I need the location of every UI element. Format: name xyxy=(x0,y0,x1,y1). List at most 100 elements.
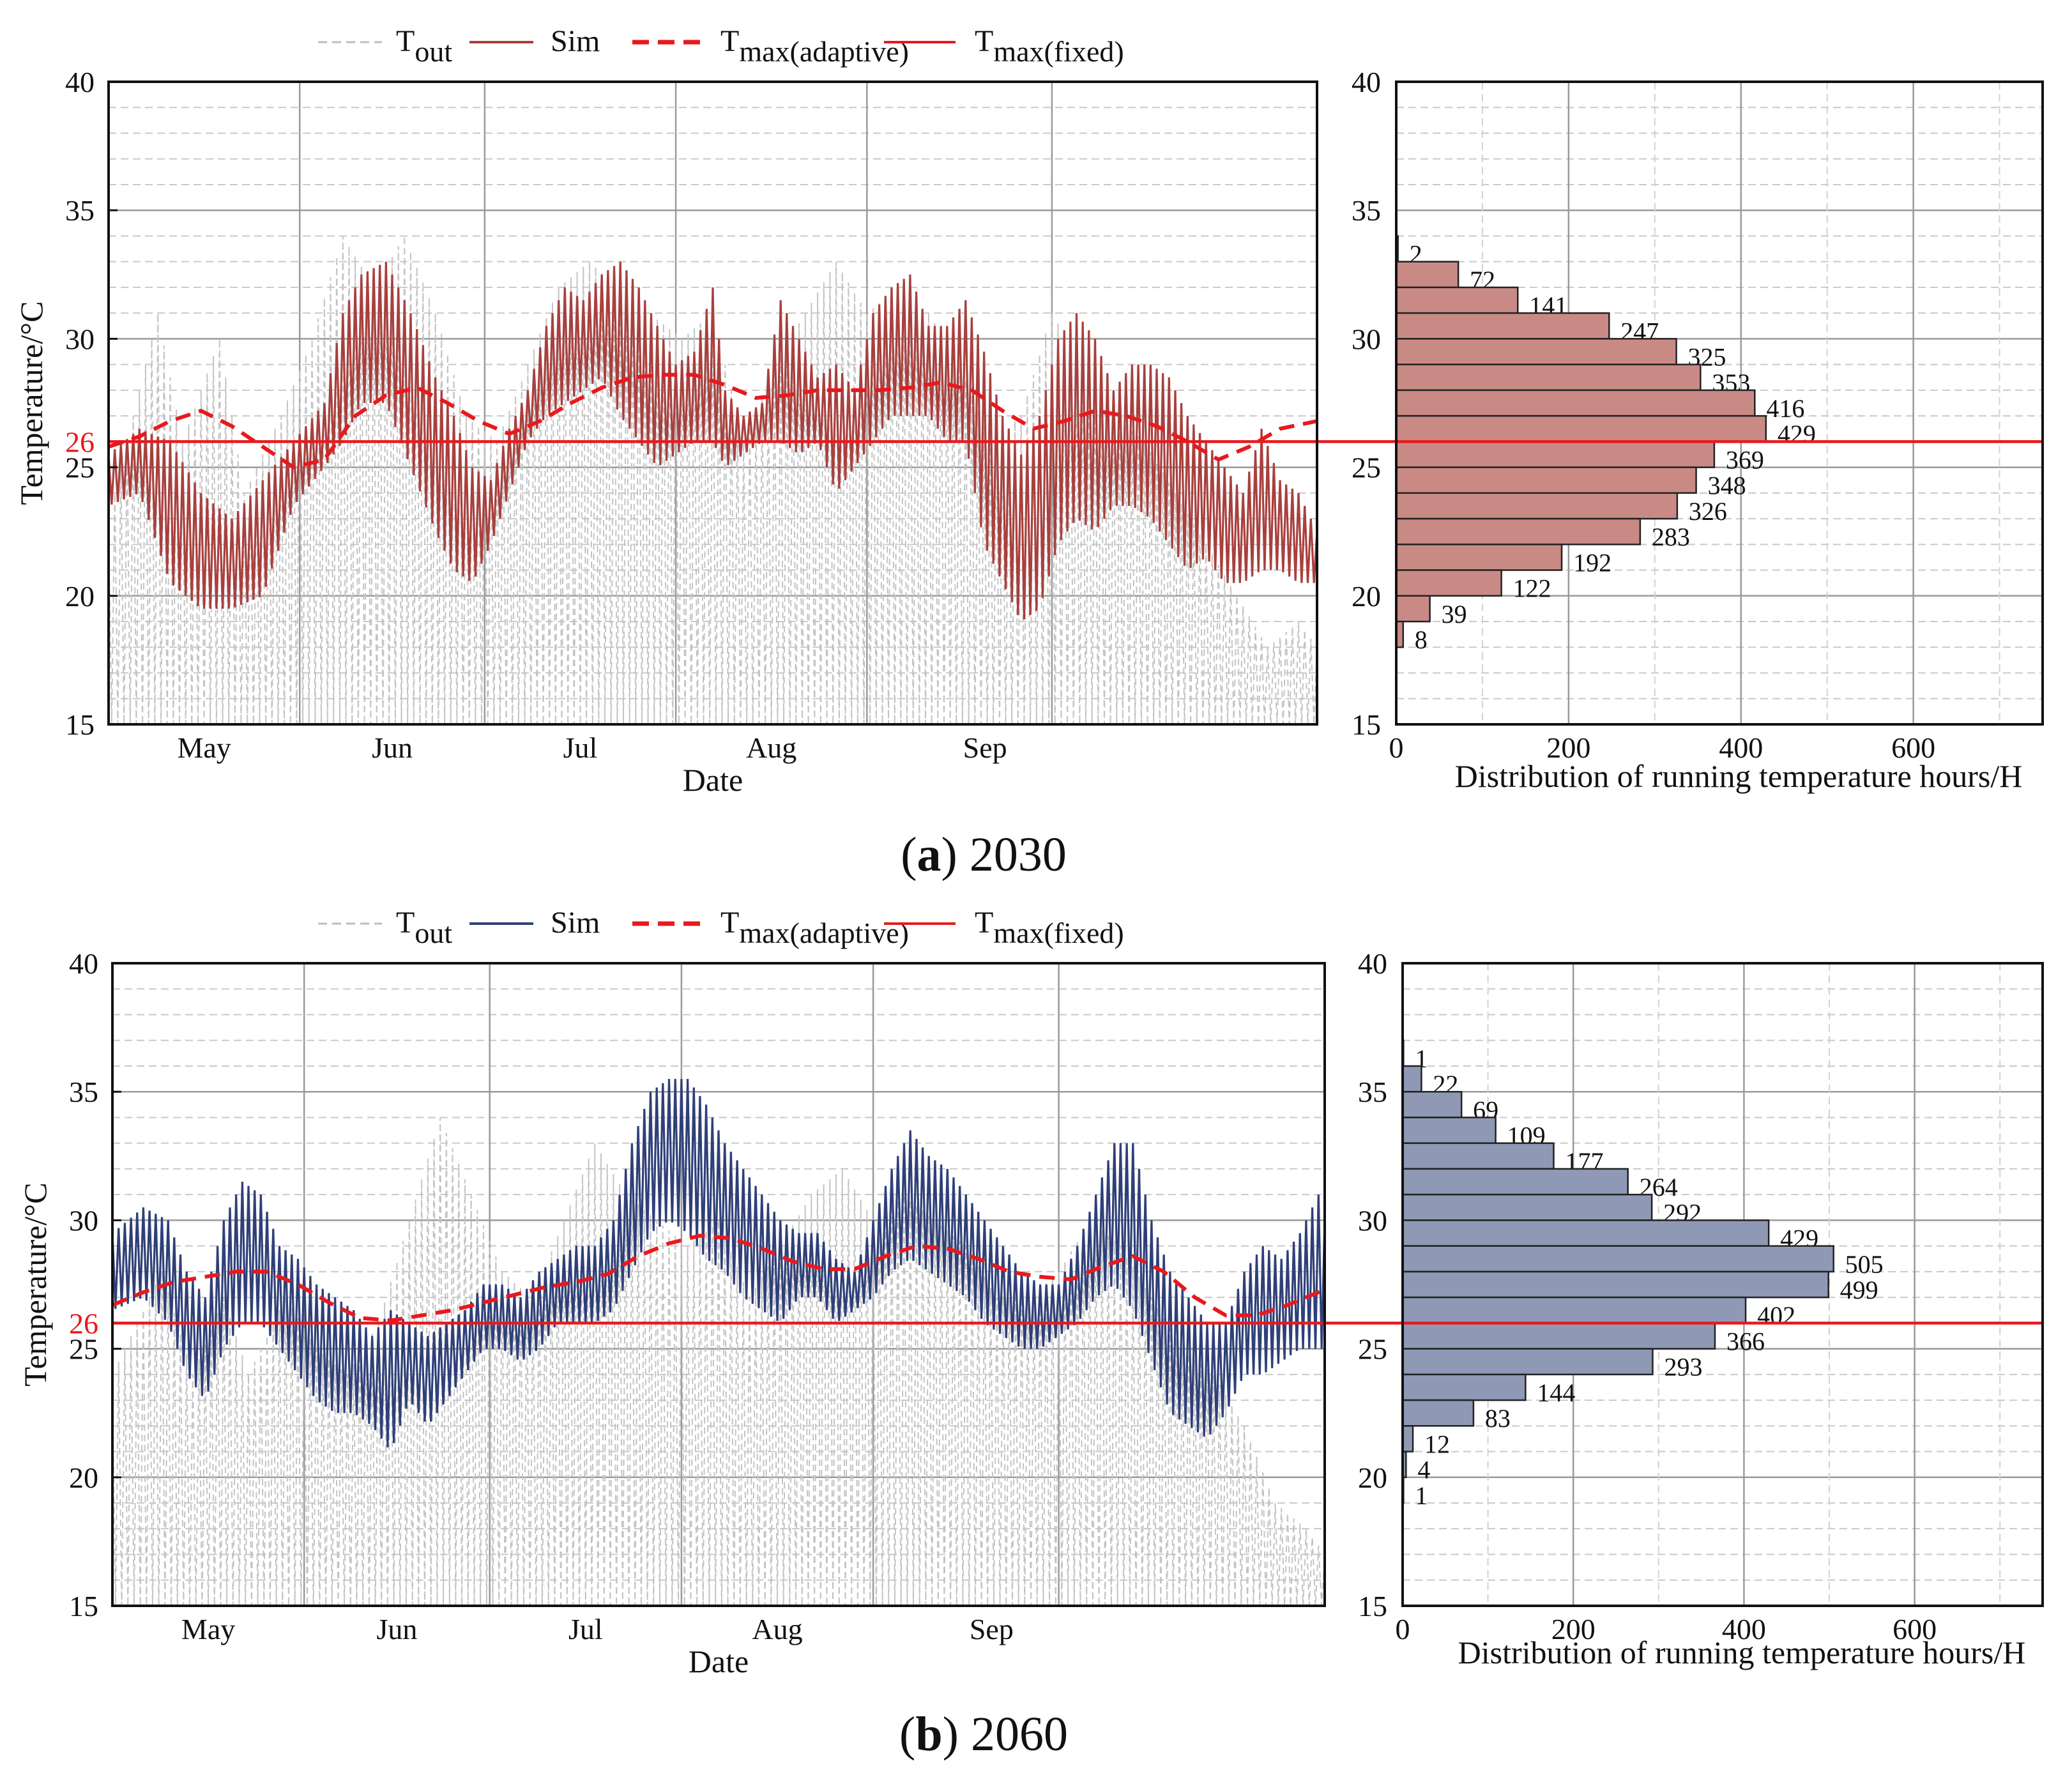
panel-b: 1226910917726429242950549940236629314483… xyxy=(17,906,2044,1761)
bar-value-label: 429 xyxy=(1778,420,1816,448)
histogram-bar xyxy=(1395,312,1610,340)
plot-frame xyxy=(1395,80,2044,726)
histogram-bar xyxy=(1401,1193,1653,1221)
hist-y-tick-label: 20 xyxy=(1358,1461,1387,1494)
month-label: Jun xyxy=(376,1613,417,1645)
hist-y-tick-label: 15 xyxy=(1352,708,1381,741)
bar-value-label: 293 xyxy=(1664,1353,1702,1382)
caption-punct: ) xyxy=(941,828,970,881)
month-label: Jul xyxy=(568,1613,603,1645)
panel-caption: (b) 2060 xyxy=(899,1707,1068,1761)
y-tick-label: 30 xyxy=(65,323,95,355)
month-label: May xyxy=(177,731,231,764)
histogram-bar xyxy=(1395,441,1716,468)
hist-x-axis-label: Distribution of running temperature hour… xyxy=(1455,758,2023,794)
histogram-bar xyxy=(1395,261,1459,289)
bar-value-label: 499 xyxy=(1840,1276,1878,1304)
hist-y-tick-label: 30 xyxy=(1358,1204,1387,1237)
y-tick-label: 35 xyxy=(65,194,95,227)
y-axis-label: Temperature/°C xyxy=(17,1182,53,1386)
histogram-bar xyxy=(1401,1219,1770,1247)
histogram-bar xyxy=(1401,1245,1834,1273)
hist-x-axis-label: Distribution of running temperature hour… xyxy=(1458,1635,2026,1670)
hist-x-tick-label: 600 xyxy=(1891,731,1935,764)
histogram-bar xyxy=(1395,569,1502,597)
hist-x-tick-label: 600 xyxy=(1893,1613,1937,1645)
bar-value-label: 1 xyxy=(1415,1481,1428,1510)
x-axis-label: Date xyxy=(683,762,743,798)
bar-value-label: 283 xyxy=(1652,522,1690,551)
bar-value-label: 505 xyxy=(1845,1250,1884,1279)
y-tick-label: 30 xyxy=(69,1204,98,1237)
y-tick-label: 40 xyxy=(69,947,98,980)
caption-year: 2060 xyxy=(971,1707,1068,1761)
histogram-bar xyxy=(1401,1117,1497,1144)
month-label: Jun xyxy=(372,731,413,764)
y-tick-label: 15 xyxy=(65,708,95,741)
bar-value-label: 326 xyxy=(1689,497,1727,526)
hist-y-tick-label: 40 xyxy=(1358,947,1387,980)
bar-value-label: 366 xyxy=(1726,1327,1765,1355)
histogram-bar xyxy=(1401,1399,1475,1427)
bar-value-label: 416 xyxy=(1766,394,1804,423)
plot-frame xyxy=(111,962,1326,1607)
bar-value-label: 8 xyxy=(1415,625,1428,654)
histogram-bar xyxy=(1401,1296,1747,1324)
y-tick-label: 25 xyxy=(69,1333,98,1366)
hist-x-tick-label: 400 xyxy=(1719,731,1763,764)
plot-frame xyxy=(1401,962,2044,1607)
hist-x-tick-label: 400 xyxy=(1722,1613,1766,1645)
hist-y-tick-label: 30 xyxy=(1352,323,1381,355)
legend-tmax-fixed-subscript: max(fixed) xyxy=(993,917,1124,949)
histogram-bar xyxy=(1395,389,1756,417)
series-tmax-adaptive-line xyxy=(108,372,1318,469)
histogram-bar xyxy=(1395,363,1702,392)
bar-value-label: 122 xyxy=(1513,574,1551,603)
bar-value-label: 83 xyxy=(1485,1404,1511,1433)
histogram-bar xyxy=(1401,1065,1422,1093)
caption-letter: a xyxy=(917,828,941,881)
histogram-bar xyxy=(1395,517,1642,545)
month-label: Aug xyxy=(752,1613,802,1645)
reference-value-label: 26 xyxy=(69,1307,98,1339)
hist-y-tick-label: 15 xyxy=(1358,1590,1387,1622)
month-label: Sep xyxy=(970,1613,1014,1645)
hist-x-tick-label: 0 xyxy=(1389,731,1404,764)
caption-punct: ( xyxy=(901,828,917,881)
caption-letter: b xyxy=(915,1707,942,1761)
series-sim-line xyxy=(111,1079,1326,1447)
bar-value-label: 348 xyxy=(1708,471,1746,500)
hist-y-tick-label: 35 xyxy=(1352,194,1381,227)
month-label: Aug xyxy=(746,731,796,764)
histogram-bar xyxy=(1395,544,1563,571)
y-tick-label: 40 xyxy=(65,66,95,98)
legend-tout-subscript: out xyxy=(415,35,452,68)
histogram-bar xyxy=(1395,595,1431,623)
bar-value-label: 369 xyxy=(1726,445,1764,474)
panel-caption: (a) 2030 xyxy=(901,828,1067,881)
legend-tmax-adaptive-subscript: max(adaptive) xyxy=(739,35,909,68)
histogram-bar xyxy=(1401,1270,1829,1299)
y-tick-label: 35 xyxy=(69,1076,98,1108)
histogram-bar xyxy=(1401,1425,1414,1453)
histogram-bar xyxy=(1395,415,1767,443)
x-axis-label: Date xyxy=(689,1644,749,1679)
legend-sim-label: Sim xyxy=(551,24,600,58)
histogram-bar xyxy=(1395,466,1697,494)
hist-y-tick-label: 40 xyxy=(1352,66,1381,98)
hist-y-tick-label: 25 xyxy=(1358,1333,1387,1366)
y-tick-label: 15 xyxy=(69,1590,98,1622)
hist-x-tick-label: 200 xyxy=(1546,731,1590,764)
caption-punct: ( xyxy=(899,1707,915,1761)
histogram-bar xyxy=(1395,492,1679,520)
hist-x-tick-label: 0 xyxy=(1396,1613,1410,1645)
bar-value-label: 4 xyxy=(1417,1456,1430,1484)
panel-a: 2721412473253534164293693483262831921223… xyxy=(13,24,2044,881)
y-tick-label: 20 xyxy=(65,580,95,613)
hist-y-tick-label: 25 xyxy=(1352,452,1381,484)
legend-tout-label: Tout xyxy=(396,24,452,68)
y-axis-label: Temperature/°C xyxy=(13,301,49,505)
histogram-bar xyxy=(1401,1322,1716,1350)
y-tick-label: 20 xyxy=(69,1461,98,1494)
